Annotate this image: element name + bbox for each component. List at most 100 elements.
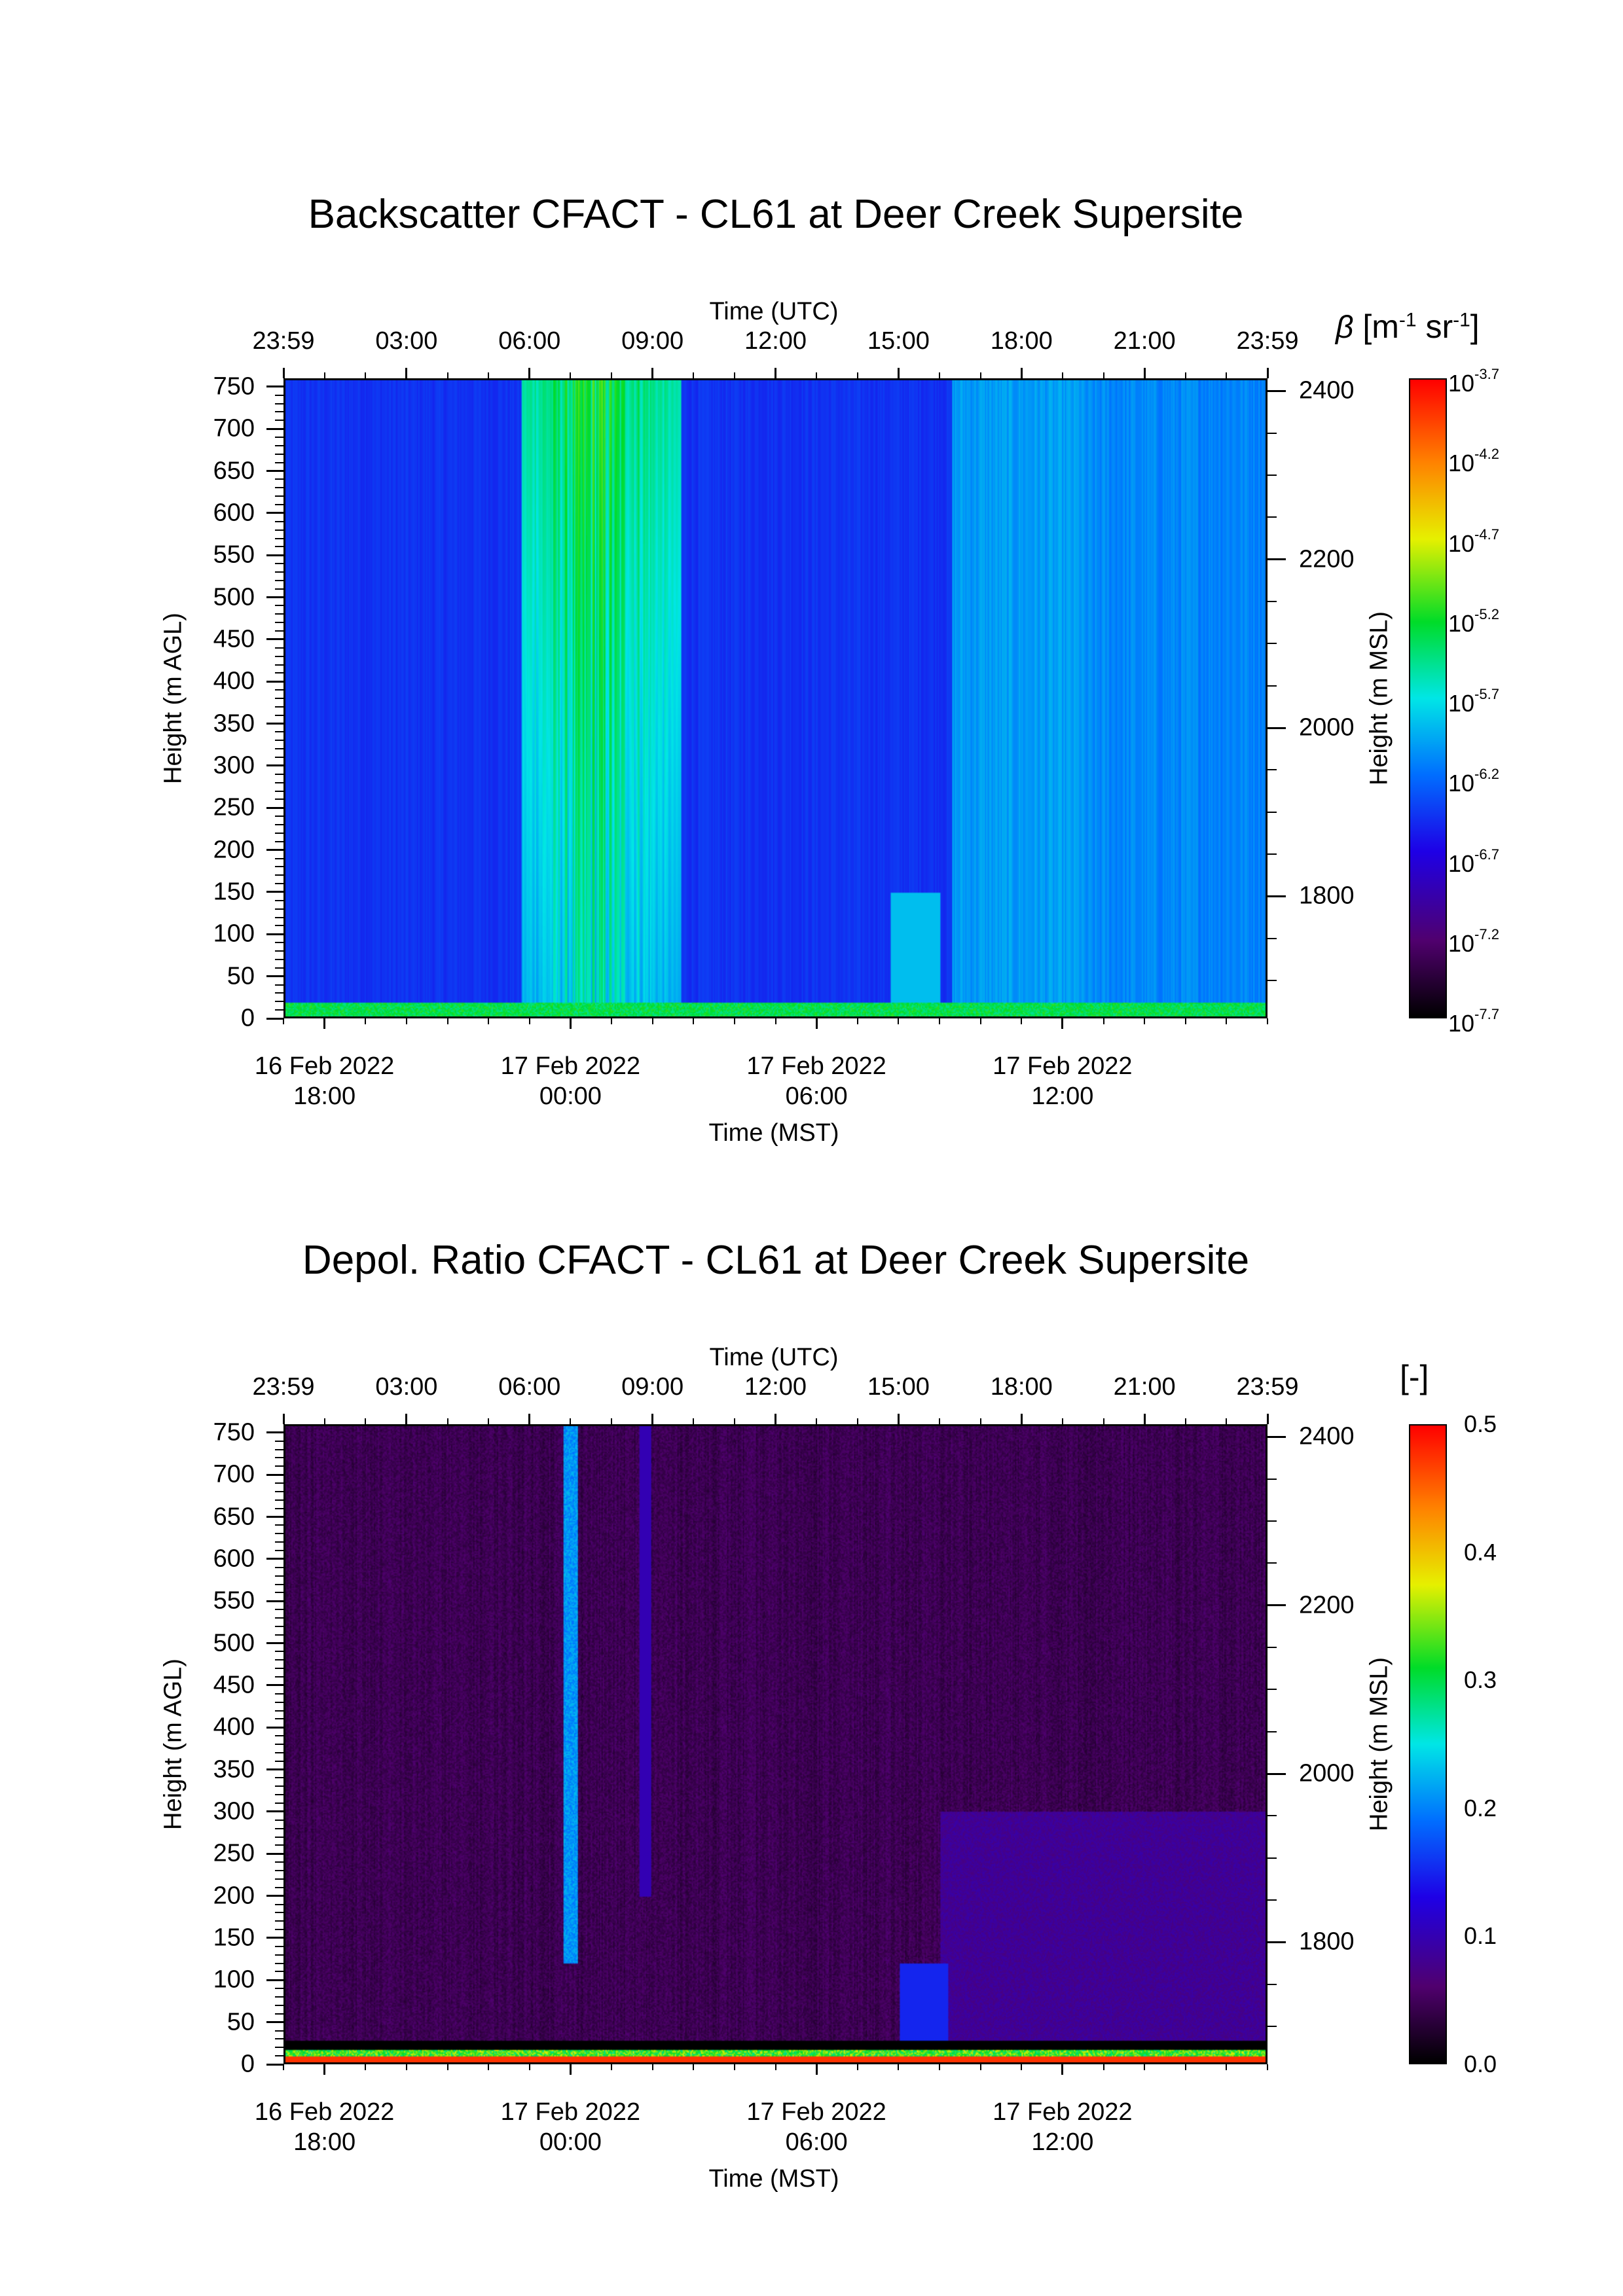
y-minor-tick	[275, 1979, 283, 1981]
y-right-tick-label: 2400	[1299, 376, 1355, 404]
utc-minor-tick	[570, 1418, 572, 1424]
utc-minor-tick	[1226, 372, 1228, 378]
y-right-major-tick	[1267, 1435, 1286, 1438]
mst-minor-tick	[1061, 1018, 1063, 1024]
y-minor-tick	[275, 1533, 283, 1535]
mst-tick-time: 00:00	[539, 1083, 602, 1110]
backscatter-bottom-axis-label: Time (MST)	[708, 1119, 839, 1147]
y-minor-tick	[275, 866, 283, 868]
y-minor-tick	[275, 681, 283, 683]
colorbar-tick-label: 10-5.7	[1448, 686, 1499, 717]
mst-minor-tick	[1184, 2064, 1186, 2070]
y-minor-tick	[275, 798, 283, 800]
utc-tick-label: 06:00	[498, 1373, 561, 1401]
mst-minor-tick	[365, 1018, 367, 1024]
y-minor-tick	[275, 554, 283, 556]
backscatter-colorbar-title: β [m-1 sr-1]	[1336, 308, 1480, 345]
y-minor-tick	[275, 428, 283, 430]
y-minor-tick	[275, 1912, 283, 1914]
y-minor-tick	[275, 1018, 283, 1019]
y-minor-tick	[275, 647, 283, 649]
y-minor-tick	[275, 899, 283, 901]
utc-minor-tick	[365, 1418, 367, 1424]
y-minor-tick	[275, 1810, 283, 1812]
y-minor-tick	[275, 689, 283, 691]
y-minor-tick	[275, 807, 283, 809]
colorbar-tick-label: 0.3	[1464, 1666, 1497, 1694]
y-minor-tick	[275, 773, 283, 775]
y-minor-tick	[275, 1676, 283, 1678]
y-tick-label: 650	[213, 457, 255, 485]
y-minor-tick	[275, 1836, 283, 1838]
y-minor-tick	[275, 1575, 283, 1577]
y-right-minor-tick	[1267, 980, 1277, 982]
y-right-minor-tick	[1267, 1562, 1277, 1564]
mst-tick-time: 06:00	[785, 2128, 848, 2156]
y-minor-tick	[275, 1945, 283, 1947]
y-minor-tick	[275, 563, 283, 565]
y-minor-tick	[275, 1701, 283, 1703]
colorbar-tick-label: 10-5.2	[1448, 605, 1499, 637]
y-minor-tick	[275, 529, 283, 531]
y-minor-tick	[275, 849, 283, 851]
y-tick-label: 100	[213, 920, 255, 948]
utc-tick-label: 09:00	[621, 1373, 684, 1401]
y-minor-tick	[275, 1009, 283, 1011]
mst-minor-tick	[611, 2064, 612, 2070]
y-minor-tick	[275, 1440, 283, 1442]
utc-minor-tick	[856, 372, 858, 378]
utc-minor-tick	[323, 372, 325, 378]
mst-tick-label: 16 Feb 2022 18:00	[255, 1051, 394, 1111]
mst-tick-date: 17 Feb 2022	[746, 2098, 886, 2126]
y-tick-label: 200	[213, 1882, 255, 1910]
mst-tick-label: 17 Feb 2022 00:00	[501, 2097, 640, 2157]
y-right-minor-tick	[1267, 643, 1277, 645]
y-minor-tick	[275, 478, 283, 480]
y-tick-label: 700	[213, 1460, 255, 1488]
y-minor-tick	[275, 757, 283, 759]
y-minor-tick	[275, 546, 283, 548]
y-minor-tick	[275, 1448, 283, 1450]
y-minor-tick	[275, 1962, 283, 1964]
mst-minor-tick	[528, 1018, 530, 1024]
y-minor-tick	[275, 2047, 283, 2049]
mst-minor-tick	[1061, 2064, 1063, 2070]
mst-minor-tick	[939, 1018, 940, 1024]
y-tick-label: 100	[213, 1965, 255, 1994]
y-right-minor-tick	[1267, 1731, 1277, 1732]
mst-minor-tick	[733, 2064, 735, 2070]
mst-minor-tick	[1103, 1018, 1104, 1024]
utc-minor-tick	[979, 372, 981, 378]
utc-minor-tick	[1184, 1418, 1186, 1424]
mst-minor-tick	[1184, 1018, 1186, 1024]
mst-tick-label: 17 Feb 2022 06:00	[746, 2097, 886, 2157]
y-minor-tick	[275, 1735, 283, 1737]
y-minor-tick	[275, 1431, 283, 1433]
y-right-major-tick	[1267, 1941, 1286, 1943]
mst-minor-tick	[405, 2064, 407, 2070]
mst-minor-tick	[323, 2064, 325, 2070]
mst-tick-date: 17 Feb 2022	[746, 1052, 886, 1080]
utc-tick-label: 12:00	[744, 1373, 807, 1401]
utc-tick-label: 23:59	[1236, 327, 1299, 355]
y-minor-tick	[275, 1751, 283, 1753]
y-tick-label: 400	[213, 1713, 255, 1741]
y-tick-label: 0	[240, 1004, 255, 1032]
y-minor-tick	[275, 933, 283, 935]
mst-minor-tick	[1226, 1018, 1228, 1024]
y-minor-tick	[275, 714, 283, 716]
y-right-minor-tick	[1267, 1647, 1277, 1648]
y-minor-tick	[275, 1718, 283, 1720]
y-right-minor-tick	[1267, 1941, 1277, 1943]
utc-minor-tick	[1267, 1418, 1268, 1424]
y-minor-tick	[275, 1886, 283, 1888]
y-right-minor-tick	[1267, 811, 1277, 813]
mst-tick-time: 12:00	[1031, 2128, 1094, 2156]
y-minor-tick	[275, 1541, 283, 1543]
y-minor-tick	[275, 824, 283, 826]
y-minor-tick	[275, 1853, 283, 1855]
y-right-minor-tick	[1267, 853, 1277, 855]
mst-minor-tick	[611, 1018, 612, 1024]
y-minor-tick	[275, 1861, 283, 1863]
utc-minor-tick	[856, 1418, 858, 1424]
